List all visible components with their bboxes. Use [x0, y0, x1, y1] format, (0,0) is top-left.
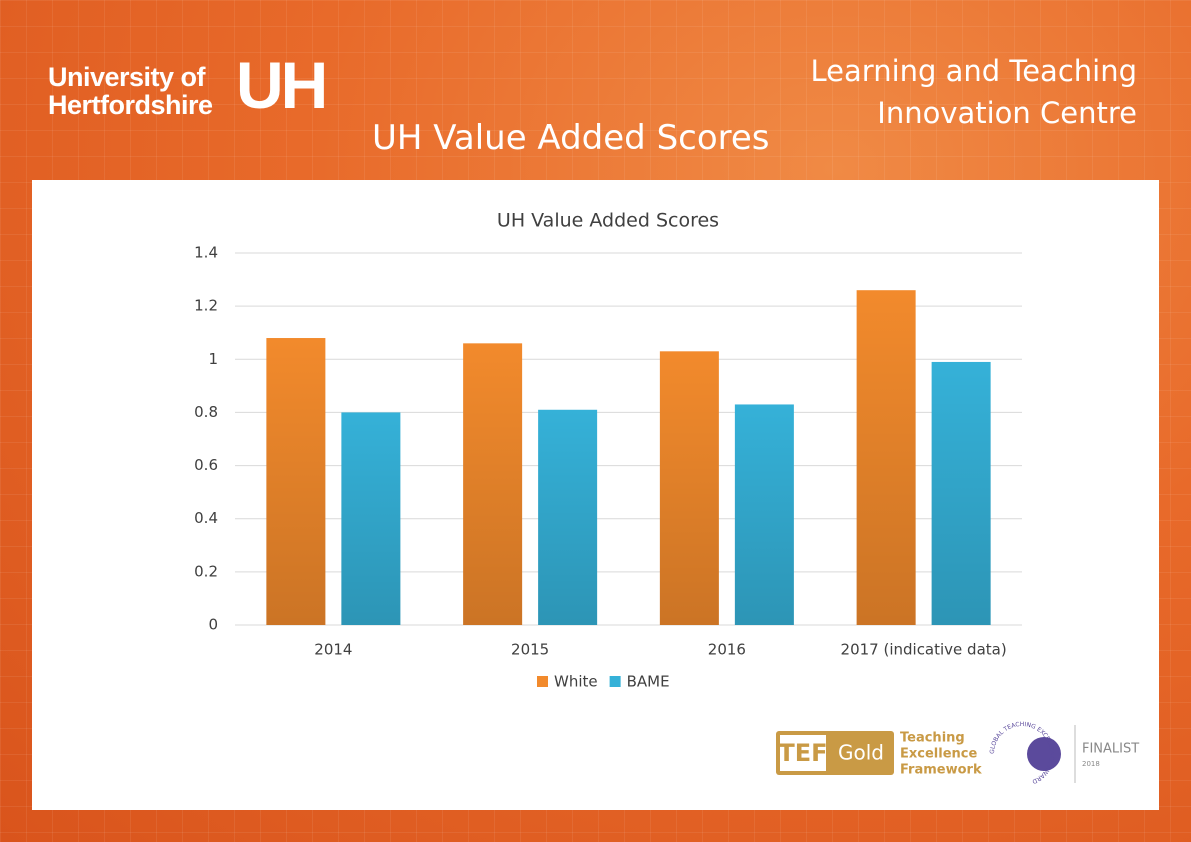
centre-name: Innovation Centre: [877, 96, 1137, 130]
legend-swatch: [537, 676, 548, 687]
centre-name: Learning and Teaching: [810, 54, 1137, 88]
y-tick-label: 1.4: [194, 244, 218, 262]
finalist-year: 2018: [1082, 760, 1100, 768]
legend-label: BAME: [627, 673, 670, 691]
chart-title: UH Value Added Scores: [497, 210, 719, 232]
logo-text: Hertfordshire: [48, 90, 213, 120]
y-tick-label: 0.8: [194, 403, 218, 421]
bar-shade: [266, 338, 326, 625]
bar-shade: [463, 343, 523, 625]
bar-shade: [538, 409, 598, 625]
legend-label: White: [554, 673, 598, 691]
y-tick-label: 1: [208, 350, 218, 368]
bar-shade: [856, 290, 916, 625]
bar-shade: [931, 361, 991, 625]
tef-text: TEF: [778, 739, 827, 767]
y-tick-label: 0.6: [194, 456, 218, 474]
chart: UH Value Added Scores TEF Gold Teaching …: [194, 210, 1139, 786]
tef-gold: Gold: [838, 741, 884, 765]
tef-line: Framework: [900, 763, 982, 778]
legend-swatch: [609, 676, 621, 687]
y-tick-label: 0: [208, 616, 218, 634]
award-emblem: [1027, 737, 1061, 771]
slide-title: UH Value Added Scores: [372, 118, 770, 158]
tef-line: Teaching: [900, 731, 965, 746]
y-tick-label: 0.2: [194, 562, 218, 580]
x-tick-label: 2014: [314, 641, 352, 659]
y-tick-label: 0.4: [194, 509, 218, 527]
finalist: FINALIST: [1082, 742, 1139, 757]
x-tick-label: 2016: [708, 641, 746, 659]
x-tick-label: 2017 (indicative data): [841, 641, 1007, 659]
bar-shade: [341, 412, 401, 625]
logo-mark: UH: [236, 48, 328, 122]
tef-box: [780, 735, 826, 771]
y-tick-label: 1.2: [194, 297, 218, 315]
chart-panel: UH Value Added Scores TEF Gold Teaching …: [32, 180, 1159, 810]
x-tick-label: 2015: [511, 641, 549, 659]
logo-text: University of: [48, 62, 206, 92]
tef-line: Excellence: [900, 747, 977, 762]
bar-shade: [659, 351, 719, 625]
bar-shade: [734, 404, 794, 625]
